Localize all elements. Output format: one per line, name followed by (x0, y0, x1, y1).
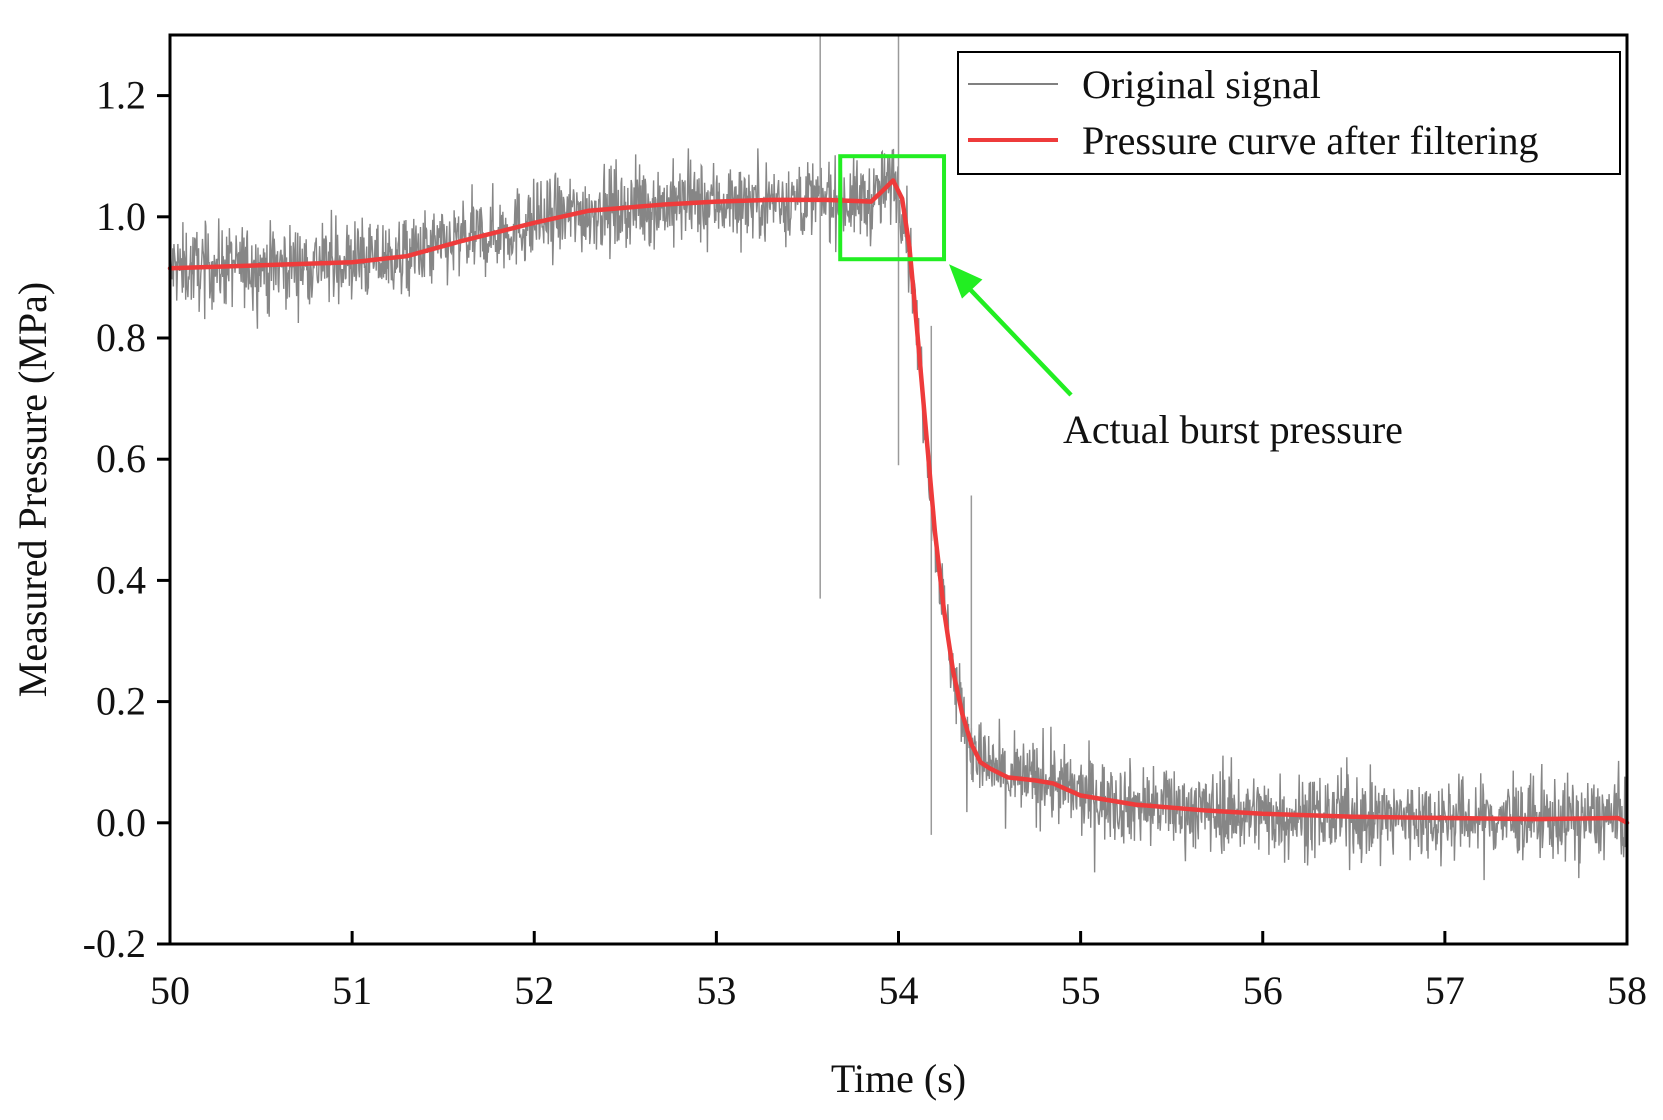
annotation-arrow-head (949, 264, 983, 299)
x-tick-label: 52 (514, 968, 554, 1013)
x-tick-label: 51 (332, 968, 372, 1013)
x-tick-label: 54 (879, 968, 919, 1013)
axes-layer: 50 51 52 53 54 55 56 57 58 -0.2 0.0 0.2 0.4 0.6 0.8 1.0… (10, 33, 1647, 1101)
y-tick-label: 1.0 (96, 194, 146, 239)
y-tick-label: 1.2 (96, 73, 146, 118)
annotation-label: Actual burst pressure (1063, 407, 1403, 452)
y-tick-label: 0.8 (96, 315, 146, 360)
burst-highlight-box (838, 154, 947, 262)
filtered-pressure-line (167, 178, 1630, 826)
x-tick-label: 55 (1061, 968, 1101, 1013)
filtered-curve-layer (167, 178, 1630, 826)
x-axis-title: Time (s) (831, 1056, 966, 1101)
legend: Original signal Pressure curve after filt… (957, 51, 1621, 175)
annotation-arrow-shaft (965, 284, 1073, 397)
y-tick-label: 0.0 (96, 800, 146, 845)
y-tick-label: 0.4 (96, 557, 146, 602)
y-tick-label: -0.2 (83, 921, 146, 966)
legend-box (957, 51, 1621, 175)
legend-label-filtered: Pressure curve after filtering (1082, 118, 1538, 163)
legend-label-original: Original signal (1082, 62, 1321, 107)
x-tick-label: 53 (696, 968, 736, 1013)
x-tick-label: 58 (1607, 968, 1647, 1013)
y-tick-label: 0.2 (96, 679, 146, 724)
annotation-layer: Actual burst pressure (838, 154, 1403, 452)
y-tick-label: 0.6 (96, 436, 146, 481)
x-tick-label: 56 (1243, 968, 1283, 1013)
x-tick-label: 50 (150, 968, 190, 1013)
y-axis-title: Measured Pressure (MPa) (10, 282, 55, 697)
x-tick-label: 57 (1425, 968, 1465, 1013)
